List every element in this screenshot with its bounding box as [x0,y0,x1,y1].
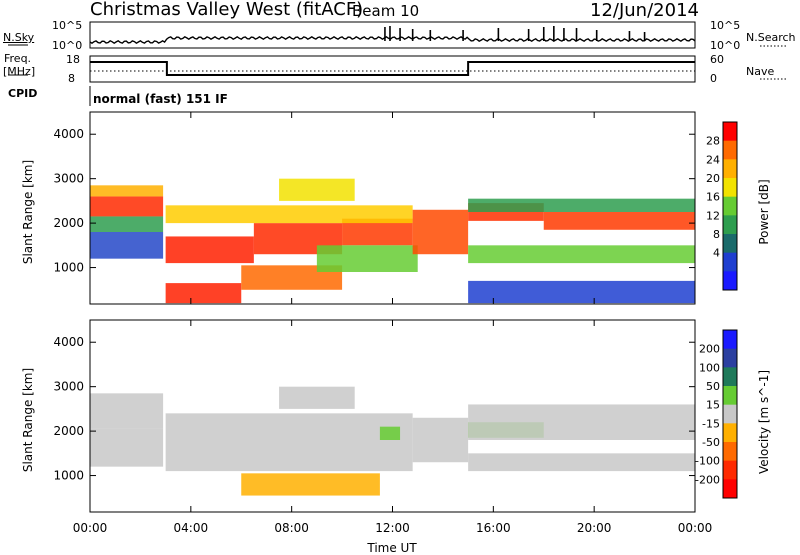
velocity-ytick-label: 2000 [53,424,84,438]
power-ytick-label: 4000 [53,127,84,141]
nsearch-label: N.Search [746,31,796,44]
power-band-7 [165,205,413,224]
velocity-colorbar-swatch [723,442,737,462]
velocity-band-4 [241,473,380,496]
x-tick-label: 16:00 [476,521,511,535]
power-ytick-label: 2000 [53,216,84,230]
velocity-band-5 [379,426,401,440]
mode-text: normal (fast) 151 IF [93,92,228,106]
freq-label-2: [MHz] [3,65,36,78]
velocity-band-6 [412,417,469,463]
freq-tick-bottom: 8 [68,72,75,85]
power-colorbar-tick: 28 [706,135,720,148]
nave-label: Nave [746,65,775,78]
x-tick-label: 00:00 [73,521,108,535]
nsearch-tick-top: 10^5 [710,19,741,32]
power-ytick-label: 3000 [53,172,84,186]
freq-line [90,61,695,76]
velocity-ytick-label: 4000 [53,335,84,349]
power-band-1 [90,185,164,197]
power-colorbar-tick: 20 [706,172,720,185]
power-band-0 [90,196,164,217]
velocity-colorbar-swatch [723,367,737,387]
power-band-16 [468,245,695,264]
velocity-ytick-label: 3000 [53,380,84,394]
power-band-4 [165,236,254,264]
velocity-colorbar-swatch [723,404,737,424]
power-ytick-label: 1000 [53,261,84,275]
velocity-colorbar-tick: -50 [702,436,720,449]
power-band-12 [412,209,469,255]
velocity-ytick-label: 1000 [53,469,84,483]
freq-frame [89,55,696,83]
power-colorbar-swatch [723,196,737,216]
x-tick-label: 08:00 [274,521,309,535]
velocity-colorbar-swatch [723,386,737,406]
nave-tick-bottom: 0 [710,72,717,85]
date-label: 12/Jun/2014 [590,0,699,21]
velocity-colorbar-swatch [723,330,737,350]
velocity-colorbar-swatch [723,423,737,443]
freq-label-1: Freq. [4,52,32,65]
power-colorbar-swatch [723,252,737,272]
nsky-tick-bottom: 10^0 [52,39,83,52]
velocity-band-1 [90,428,164,467]
velocity-colorbar-swatch [723,479,737,499]
power-band-2 [90,216,164,232]
velocity-colorbar-tick: 200 [699,343,720,356]
x-tick-label: 20:00 [577,521,612,535]
power-colorbar-swatch [723,215,737,235]
nave-tick-top: 60 [710,53,724,66]
velocity-colorbar-tick: 15 [706,399,720,412]
power-band-11 [316,245,418,272]
power-colorbar-swatch [723,159,737,179]
x-tick-label: 00:00 [678,521,713,535]
power-colorbar-frame [722,121,738,291]
velocity-band-9 [468,453,695,472]
power-colorbar-tick: 8 [713,228,720,241]
nsky-frame [89,21,696,49]
beam-label: Beam 10 [352,2,420,20]
power-band-17 [468,280,695,304]
power-colorbar-swatch [723,140,737,160]
nsky-tick-top: 10^5 [52,19,83,32]
power-colorbar-swatch [723,271,737,291]
velocity-band-2 [165,413,413,472]
power-band-9 [165,283,242,304]
velocity-colorbar-tick: 50 [706,380,720,393]
velocity-colorbar-tick: -200 [695,473,720,486]
x-tick-label: 12:00 [375,521,410,535]
power-band-3 [90,232,164,259]
velocity-colorbar-swatch [723,348,737,368]
nsky-label: N.Sky [3,31,35,44]
power-colorbar-swatch [723,122,737,142]
power-band-8 [279,178,355,201]
velocity-band-8 [468,404,695,440]
x-axis-title: Time UT [367,541,417,555]
velocity-colorbar-swatch [723,460,737,480]
power-colorbar-swatch [723,234,737,254]
x-tick-label: 04:00 [174,521,209,535]
nsearch-tick-bottom: 10^0 [710,39,741,52]
power-band-15 [468,198,695,212]
nsky-line [89,35,696,45]
station-title: Christmas Valley West (fitACF) [90,0,364,20]
power-colorbar-tick: 12 [706,209,720,222]
power-colorbar-tick: 24 [706,153,720,166]
power-band-14 [543,212,695,230]
power-colorbar-tick: 4 [713,247,720,260]
cpid-label: CPID [8,87,38,100]
power-colorbar-swatch [723,178,737,198]
velocity-colorbar-tick: -15 [702,417,720,430]
velocity-colorbar-tick: 100 [699,361,720,374]
velocity-band-3 [279,386,355,409]
freq-tick-top: 18 [66,53,80,66]
power-colorbar-tick: 16 [706,191,720,204]
velocity-band-0 [90,393,164,429]
velocity-colorbar-frame [722,329,738,499]
velocity-colorbar-tick: -100 [695,455,720,468]
